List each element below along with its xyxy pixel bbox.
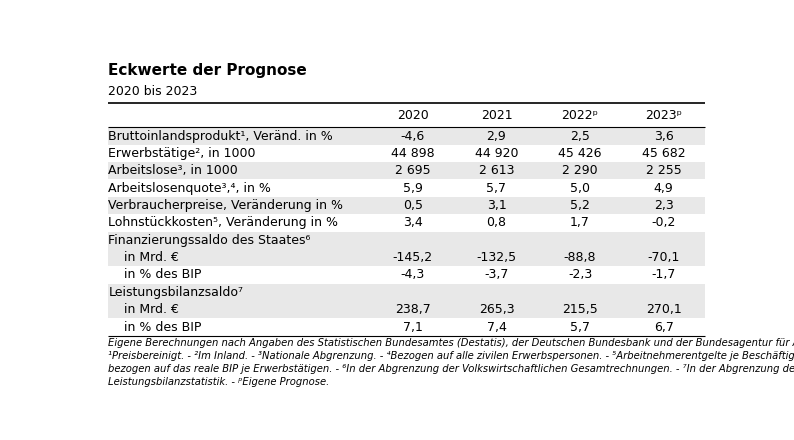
Bar bbox=[109, 127, 705, 145]
Text: 5,7: 5,7 bbox=[487, 182, 507, 194]
Text: 1,7: 1,7 bbox=[570, 216, 590, 229]
Text: 0,5: 0,5 bbox=[403, 199, 423, 212]
Text: 4,9: 4,9 bbox=[653, 182, 673, 194]
Text: 2 290: 2 290 bbox=[562, 164, 598, 177]
Text: in % des BIP: in % des BIP bbox=[124, 268, 201, 282]
Text: 3,6: 3,6 bbox=[653, 129, 673, 143]
Text: 3,1: 3,1 bbox=[487, 199, 507, 212]
Text: 238,7: 238,7 bbox=[395, 303, 431, 316]
Text: Eckwerte der Prognose: Eckwerte der Prognose bbox=[109, 63, 307, 78]
Text: -4,3: -4,3 bbox=[401, 268, 425, 282]
Text: 0,8: 0,8 bbox=[487, 216, 507, 229]
Text: Bruttoinlandsprodukt¹, Veränd. in %: Bruttoinlandsprodukt¹, Veränd. in % bbox=[109, 129, 333, 143]
Text: -3,7: -3,7 bbox=[484, 268, 509, 282]
Text: ¹Preisbereinigt. - ²Im Inland. - ³Nationale Abgrenzung. - ⁴Bezogen auf alle zivi: ¹Preisbereinigt. - ²Im Inland. - ³Nation… bbox=[109, 351, 794, 361]
Text: 2 613: 2 613 bbox=[479, 164, 515, 177]
Text: -2,3: -2,3 bbox=[568, 268, 592, 282]
Text: 2021: 2021 bbox=[480, 109, 512, 121]
Text: -70,1: -70,1 bbox=[647, 251, 680, 264]
Text: 2020 bis 2023: 2020 bis 2023 bbox=[109, 85, 198, 98]
Bar bbox=[109, 301, 705, 318]
Text: 7,1: 7,1 bbox=[403, 320, 423, 334]
Text: 5,7: 5,7 bbox=[570, 320, 590, 334]
Text: 2022ᵖ: 2022ᵖ bbox=[561, 109, 599, 121]
Text: 2020: 2020 bbox=[397, 109, 429, 121]
Text: 44 898: 44 898 bbox=[391, 147, 434, 160]
Text: 45 682: 45 682 bbox=[642, 147, 685, 160]
Text: -4,6: -4,6 bbox=[401, 129, 425, 143]
Text: 2,9: 2,9 bbox=[487, 129, 507, 143]
Text: 3,4: 3,4 bbox=[403, 216, 422, 229]
Text: 2 255: 2 255 bbox=[646, 164, 681, 177]
Text: in % des BIP: in % des BIP bbox=[124, 320, 201, 334]
Text: 5,9: 5,9 bbox=[403, 182, 423, 194]
Text: Leistungsbilanzsaldo⁷: Leistungsbilanzsaldo⁷ bbox=[109, 286, 244, 299]
Text: 265,3: 265,3 bbox=[479, 303, 515, 316]
Text: 5,2: 5,2 bbox=[570, 199, 590, 212]
Text: 2,5: 2,5 bbox=[570, 129, 590, 143]
Text: Arbeitslosenquote³,⁴, in %: Arbeitslosenquote³,⁴, in % bbox=[109, 182, 272, 194]
Text: in Mrd. €: in Mrd. € bbox=[124, 303, 179, 316]
Text: 215,5: 215,5 bbox=[562, 303, 598, 316]
Bar bbox=[109, 162, 705, 180]
Text: Arbeitslose³, in 1000: Arbeitslose³, in 1000 bbox=[109, 164, 238, 177]
Text: Leistungsbilanzstatistik. - ᵖEigene Prognose.: Leistungsbilanzstatistik. - ᵖEigene Prog… bbox=[109, 377, 330, 387]
Text: Finanzierungssaldo des Staates⁶: Finanzierungssaldo des Staates⁶ bbox=[109, 234, 311, 247]
Text: -0,2: -0,2 bbox=[651, 216, 676, 229]
Text: -132,5: -132,5 bbox=[476, 251, 517, 264]
Text: 6,7: 6,7 bbox=[653, 320, 673, 334]
Text: -1,7: -1,7 bbox=[651, 268, 676, 282]
Text: 2 695: 2 695 bbox=[395, 164, 430, 177]
Text: 2,3: 2,3 bbox=[653, 199, 673, 212]
Text: 45 426: 45 426 bbox=[558, 147, 602, 160]
Bar bbox=[109, 284, 705, 301]
Text: in Mrd. €: in Mrd. € bbox=[124, 251, 179, 264]
Text: Erwerbstätige², in 1000: Erwerbstätige², in 1000 bbox=[109, 147, 256, 160]
Text: Verbraucherpreise, Veränderung in %: Verbraucherpreise, Veränderung in % bbox=[109, 199, 344, 212]
Text: 270,1: 270,1 bbox=[646, 303, 681, 316]
Text: bezogen auf das reale BIP je Erwerbstätigen. - ⁶In der Abgrenzung der Volkswirts: bezogen auf das reale BIP je Erwerbstäti… bbox=[109, 364, 794, 374]
Text: 5,0: 5,0 bbox=[570, 182, 590, 194]
Text: Lohnstückkosten⁵, Veränderung in %: Lohnstückkosten⁵, Veränderung in % bbox=[109, 216, 338, 229]
Bar bbox=[109, 231, 705, 249]
Text: -88,8: -88,8 bbox=[564, 251, 596, 264]
Bar bbox=[109, 249, 705, 266]
Text: 2023ᵖ: 2023ᵖ bbox=[645, 109, 682, 121]
Text: 7,4: 7,4 bbox=[487, 320, 507, 334]
Text: -145,2: -145,2 bbox=[393, 251, 433, 264]
Bar bbox=[109, 197, 705, 214]
Text: Eigene Berechnungen nach Angaben des Statistischen Bundesamtes (Destatis), der D: Eigene Berechnungen nach Angaben des Sta… bbox=[109, 338, 794, 348]
Text: 44 920: 44 920 bbox=[475, 147, 518, 160]
